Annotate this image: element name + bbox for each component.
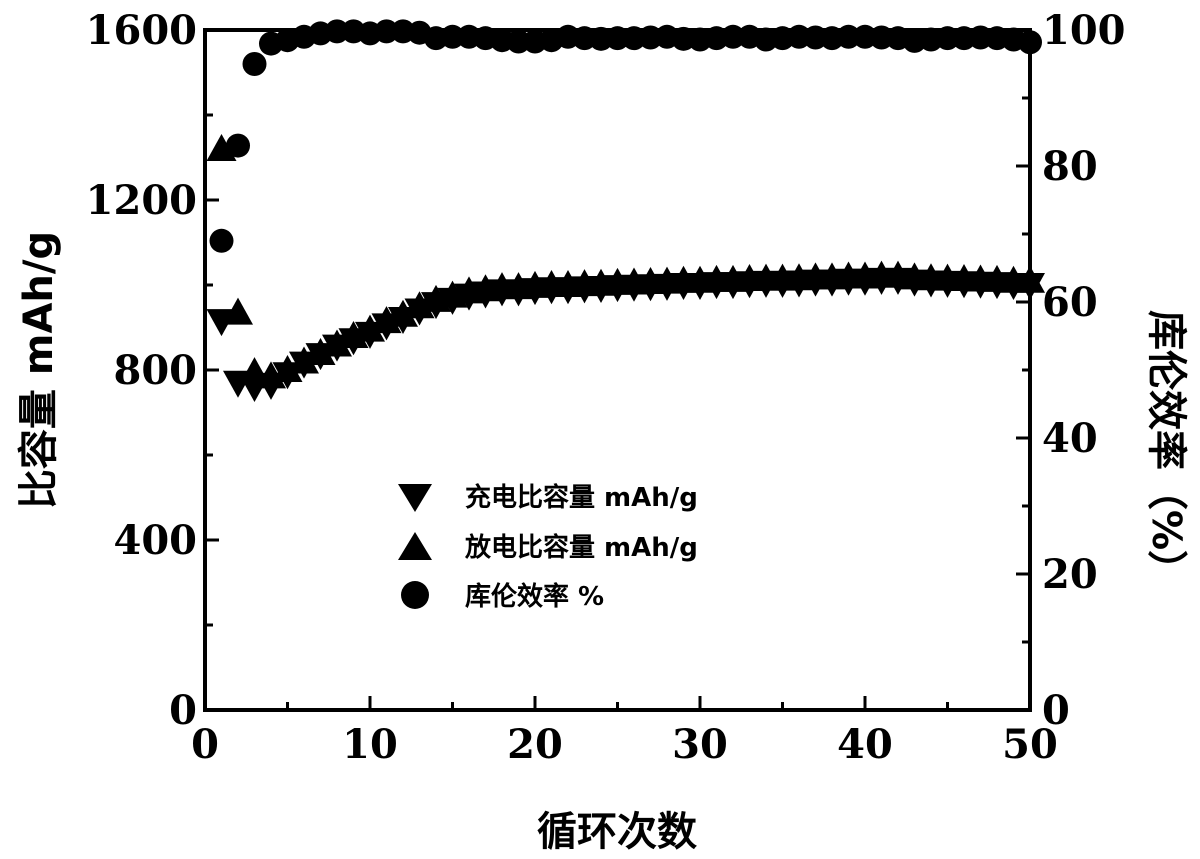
y-right-tick-label: 100 (1042, 7, 1126, 54)
y-left-tick-label: 1600 (86, 7, 197, 54)
efficiency-point (226, 133, 250, 158)
discharge-capacity-point (239, 357, 270, 385)
discharge-capacity-point (223, 297, 253, 325)
x-tick-label: 30 (672, 721, 728, 768)
x-tick-label: 50 (1002, 721, 1058, 768)
x-tick-label: 10 (342, 721, 398, 768)
legend-marker-triangle-up (398, 532, 432, 560)
axis-ticks (203, 28, 1032, 712)
x-axis-title: 循环次数 (537, 809, 697, 855)
legend: 充电比容量 mAh/g 放电比容量 mAh/g 库伦效率 % (398, 482, 698, 612)
efficiency-point (325, 19, 349, 44)
y-left-tick-label: 400 (114, 517, 198, 564)
y-right-tick-label: 80 (1042, 143, 1098, 190)
efficiency-point (935, 26, 960, 51)
efficiency-point (506, 29, 531, 54)
efficiency-point (209, 228, 234, 253)
y-left-tick-label: 1200 (86, 177, 197, 224)
legend-item-efficiency: 库伦效率 % (401, 581, 604, 612)
discharge-capacity-point (388, 299, 418, 327)
discharge-capacity-point (355, 314, 385, 342)
y-right-tick-label: 60 (1042, 279, 1098, 326)
x-tick-label: 0 (191, 721, 219, 768)
y-left-tick-label: 800 (114, 347, 198, 394)
discharge-capacity-point (206, 134, 237, 161)
discharge-capacity-point (305, 338, 336, 365)
legend-label-charge: 充电比容量 mAh/g (465, 482, 698, 513)
plot-frame (203, 28, 1032, 712)
efficiency-point (374, 19, 399, 44)
efficiency-point (605, 26, 630, 51)
y-left-tick-label: 0 (169, 687, 197, 734)
legend-marker-circle (401, 581, 429, 609)
efficiency-point (440, 24, 465, 49)
efficiency-point (1018, 30, 1042, 55)
legend-item-charge: 充电比容量 mAh/g (398, 482, 698, 513)
efficiency-point (721, 24, 745, 49)
legend-item-discharge: 放电比容量 mAh/g (398, 532, 698, 563)
y-axis-left-title: 比容量 mAh/g (16, 231, 62, 509)
legend-label-efficiency: 库伦效率 % (465, 581, 604, 612)
discharge-capacity-point (322, 329, 352, 357)
discharge-capacity-point (272, 355, 303, 382)
y-right-tick-label: 0 (1042, 687, 1070, 734)
discharge-capacity-point (1015, 265, 1045, 293)
x-tick-label: 20 (507, 721, 563, 768)
y-axis-right-title: 库伦效率（%） (1143, 310, 1189, 590)
discharge-capacity-point (289, 346, 319, 374)
legend-label-discharge: 放电比容量 mAh/g (464, 532, 698, 563)
efficiency-point (242, 52, 267, 76)
x-tick-label: 40 (837, 721, 893, 768)
efficiency-point (836, 24, 861, 49)
legend-marker-triangle-down (398, 484, 432, 512)
y-right-tick-label: 40 (1042, 415, 1098, 462)
y-right-tick-label: 20 (1042, 551, 1098, 598)
data-marks (206, 19, 1045, 402)
